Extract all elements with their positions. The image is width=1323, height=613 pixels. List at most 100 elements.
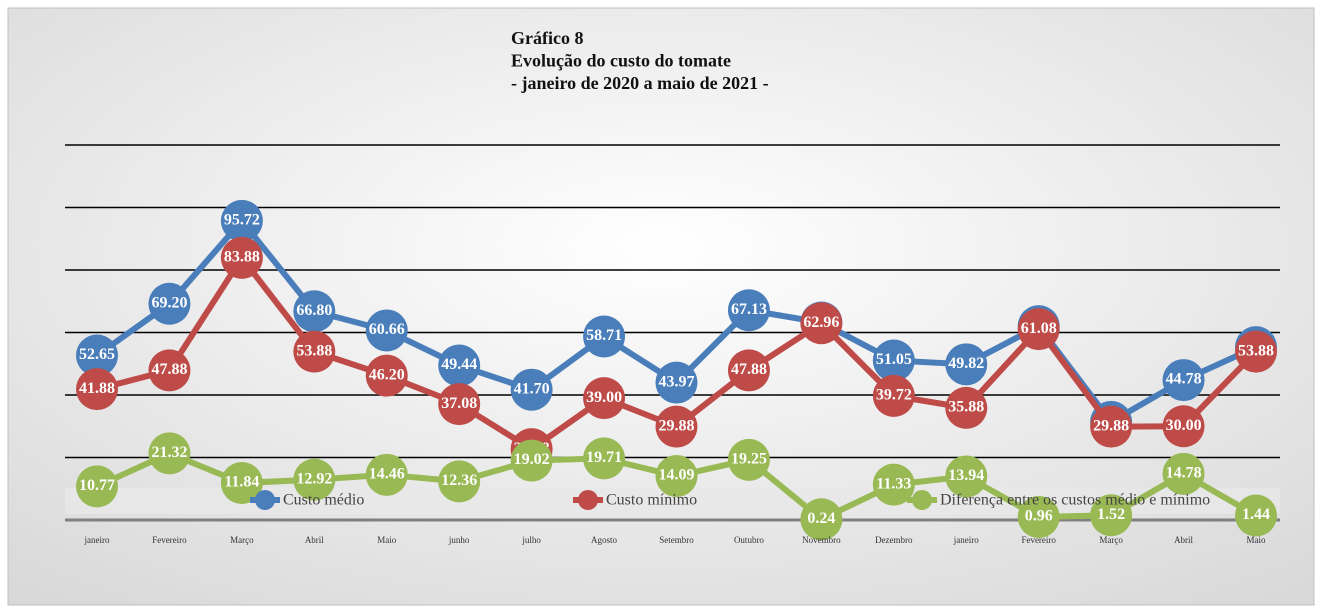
data-label: 13.94 [948, 467, 984, 484]
data-label: 44.78 [1166, 371, 1202, 388]
data-label: 39.00 [586, 389, 622, 406]
data-label: 69.20 [151, 294, 187, 311]
x-tick-label: Setembro [659, 535, 694, 545]
data-label: 53.88 [1238, 342, 1274, 359]
data-label: 11.84 [224, 474, 259, 491]
data-label: 0.24 [807, 510, 835, 527]
x-tick-label: Março [230, 535, 254, 545]
data-point [1090, 494, 1133, 537]
data-point [727, 349, 770, 392]
data-label: 61.08 [1021, 320, 1057, 337]
data-label: 0.96 [1025, 508, 1053, 525]
data-label: 1.44 [1242, 506, 1270, 523]
data-point [872, 374, 915, 417]
data-point [945, 343, 988, 386]
title-group: Gráfico 8 Evolução do custo do tomate- ja… [511, 28, 769, 93]
x-tick-label: janeiro [84, 535, 110, 545]
data-label: 37.08 [441, 395, 477, 412]
x-tick-label: julho [521, 535, 541, 545]
legend-swatch [912, 490, 932, 510]
chart-title: Evolução do custo do tomate [511, 51, 731, 71]
data-point [293, 330, 336, 373]
data-label: 29.88 [659, 417, 695, 434]
data-label: 51.05 [876, 351, 912, 368]
data-label: 35.88 [948, 399, 984, 416]
data-point [220, 236, 263, 279]
data-point [148, 432, 191, 475]
data-label: 67.13 [731, 301, 767, 318]
data-point [1162, 452, 1205, 495]
plot: 52.65 69.20 95.72 66.80 60.66 49.44 41.70 58.71… [76, 199, 1277, 541]
data-point [293, 458, 336, 501]
data-label: 12.92 [296, 470, 332, 487]
data-point [655, 361, 698, 404]
data-point [583, 315, 626, 358]
data-label: 19.02 [514, 451, 550, 468]
x-tick-label: Dezembro [875, 535, 913, 545]
data-point [1090, 405, 1133, 448]
data-point [583, 437, 626, 480]
x-tick-label: Março [1099, 535, 1123, 545]
data-point [438, 344, 481, 387]
data-point [76, 334, 118, 377]
x-tick-label: Maio [1247, 535, 1266, 545]
data-point [76, 368, 118, 411]
data-label: 52.65 [79, 346, 115, 363]
data-point [438, 460, 481, 503]
data-label: 11.33 [876, 475, 911, 492]
data-label: 39.72 [876, 387, 912, 404]
data-point [1017, 496, 1060, 538]
data-point [76, 465, 118, 508]
data-point [583, 377, 626, 420]
data-label: 46.20 [369, 366, 405, 383]
x-tick-label: Fevereiro [152, 535, 187, 545]
legend-label: Diferença entre os custos médio e mínimo [940, 492, 1210, 509]
legend-label: Custo mínimo [606, 492, 697, 509]
x-tick-label: Fevereiro [1021, 535, 1056, 545]
data-point [872, 463, 915, 506]
data-point [872, 339, 915, 382]
data-point [1162, 359, 1205, 402]
data-label: 60.66 [369, 321, 405, 338]
data-label: 21.32 [151, 444, 187, 461]
data-point [365, 309, 408, 352]
data-label: 47.88 [151, 361, 187, 378]
legend: Custo médio Custo mínimo Diferença entre o… [250, 490, 1210, 510]
data-point [945, 455, 988, 498]
data-point [510, 439, 553, 482]
data-label: 83.88 [224, 249, 260, 266]
x-axis: janeiro Fevereiro Março Abril Maio junho julho… [84, 535, 1266, 545]
data-point [148, 282, 191, 325]
data-label: 41.70 [514, 380, 550, 397]
data-label: 1.52 [1097, 506, 1125, 523]
data-point [800, 498, 843, 541]
data-label: 14.78 [1166, 464, 1202, 481]
data-point [1162, 405, 1205, 448]
data-point [510, 368, 553, 411]
x-tick-label: Abril [305, 535, 324, 545]
data-point [365, 354, 408, 397]
data-point [1235, 494, 1277, 537]
data-label: 10.77 [79, 477, 115, 494]
data-point [800, 302, 843, 345]
chart-title: - janeiro de 2020 a maio de 2021 - [511, 73, 769, 93]
data-label: 49.44 [441, 356, 477, 373]
data-point [220, 462, 263, 504]
data-label: 62.96 [803, 314, 839, 331]
data-point [1235, 330, 1277, 373]
data-label: 19.71 [586, 449, 622, 466]
data-label: 12.36 [441, 472, 477, 489]
x-tick-label: Novembro [802, 535, 841, 545]
data-label: 19.25 [731, 451, 767, 468]
data-label: 29.88 [1093, 417, 1129, 434]
data-label: 30.00 [1166, 417, 1202, 434]
data-point [365, 453, 408, 496]
data-point [148, 349, 191, 392]
data-label: 14.09 [659, 467, 695, 484]
data-label: 43.97 [659, 373, 695, 390]
data-point [655, 454, 698, 497]
data-label: 66.80 [296, 302, 332, 319]
data-label: 53.88 [296, 342, 332, 359]
x-tick-label: Maio [377, 535, 396, 545]
